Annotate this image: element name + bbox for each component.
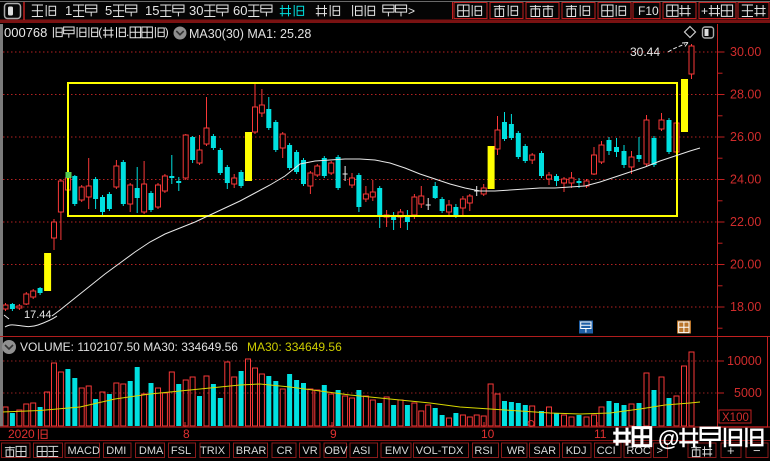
svg-text:VOL-TDX: VOL-TDX [416,445,464,457]
svg-text:CR: CR [277,445,293,457]
svg-text:−: − [753,443,761,458]
svg-text:ASI: ASI [353,445,371,457]
svg-text:>: > [408,4,415,18]
svg-text:10000: 10000 [727,354,762,368]
svg-text:DMA: DMA [139,445,164,457]
svg-text:TRIX: TRIX [200,445,226,457]
svg-text:@: @ [658,426,679,451]
svg-text:5000: 5000 [734,386,762,400]
svg-text:17.44: 17.44 [24,309,52,321]
svg-text:X100: X100 [722,412,749,424]
svg-text:MACD: MACD [68,445,100,457]
svg-text:SAR: SAR [533,445,556,457]
svg-text:10: 10 [481,427,495,441]
svg-text:KDJ: KDJ [566,445,587,457]
svg-text:1: 1 [65,3,72,18]
svg-text:MA30(30) MA1: 25.28: MA30(30) MA1: 25.28 [189,27,311,41]
svg-text:5: 5 [105,3,112,18]
svg-text:MA30: 334649.56: MA30: 334649.56 [247,340,342,354]
svg-text:FSL: FSL [171,445,191,457]
svg-text:F10: F10 [638,4,659,18]
svg-text:30.44: 30.44 [630,45,660,59]
svg-text:8: 8 [183,427,190,441]
svg-text:+: + [727,443,735,458]
svg-text:24.00: 24.00 [730,173,761,187]
svg-text:): ) [165,25,169,39]
svg-text:26.00: 26.00 [730,130,761,144]
svg-text:WR: WR [507,445,525,457]
svg-text:ROC: ROC [626,445,651,457]
svg-text:15: 15 [145,3,159,18]
svg-text:30: 30 [189,3,203,18]
svg-text:2020: 2020 [8,427,35,441]
svg-text:30.00: 30.00 [730,45,761,59]
svg-text:28.00: 28.00 [730,88,761,102]
svg-text:11: 11 [594,427,607,441]
svg-text:DMI: DMI [106,445,126,457]
svg-text:22.00: 22.00 [730,215,761,229]
svg-text:RSI: RSI [474,445,492,457]
svg-text:OBV: OBV [324,445,348,457]
svg-text:60: 60 [233,3,247,18]
svg-text:(: ( [98,25,102,39]
svg-text:000768: 000768 [4,25,47,40]
svg-text:20.00: 20.00 [730,258,761,272]
svg-text:VOLUME: 1102107.50 MA30: 3346: VOLUME: 1102107.50 MA30: 334649.56 [20,340,238,354]
svg-text:BRAR: BRAR [236,445,267,457]
svg-text:9: 9 [330,427,337,441]
svg-text:18.00: 18.00 [730,300,761,314]
svg-text:>: > [657,445,663,457]
svg-text:VR: VR [302,445,317,457]
svg-text:.: . [126,25,129,39]
svg-text:+: + [701,4,708,18]
svg-text:CCI: CCI [597,445,616,457]
svg-text:EMV: EMV [385,445,410,457]
